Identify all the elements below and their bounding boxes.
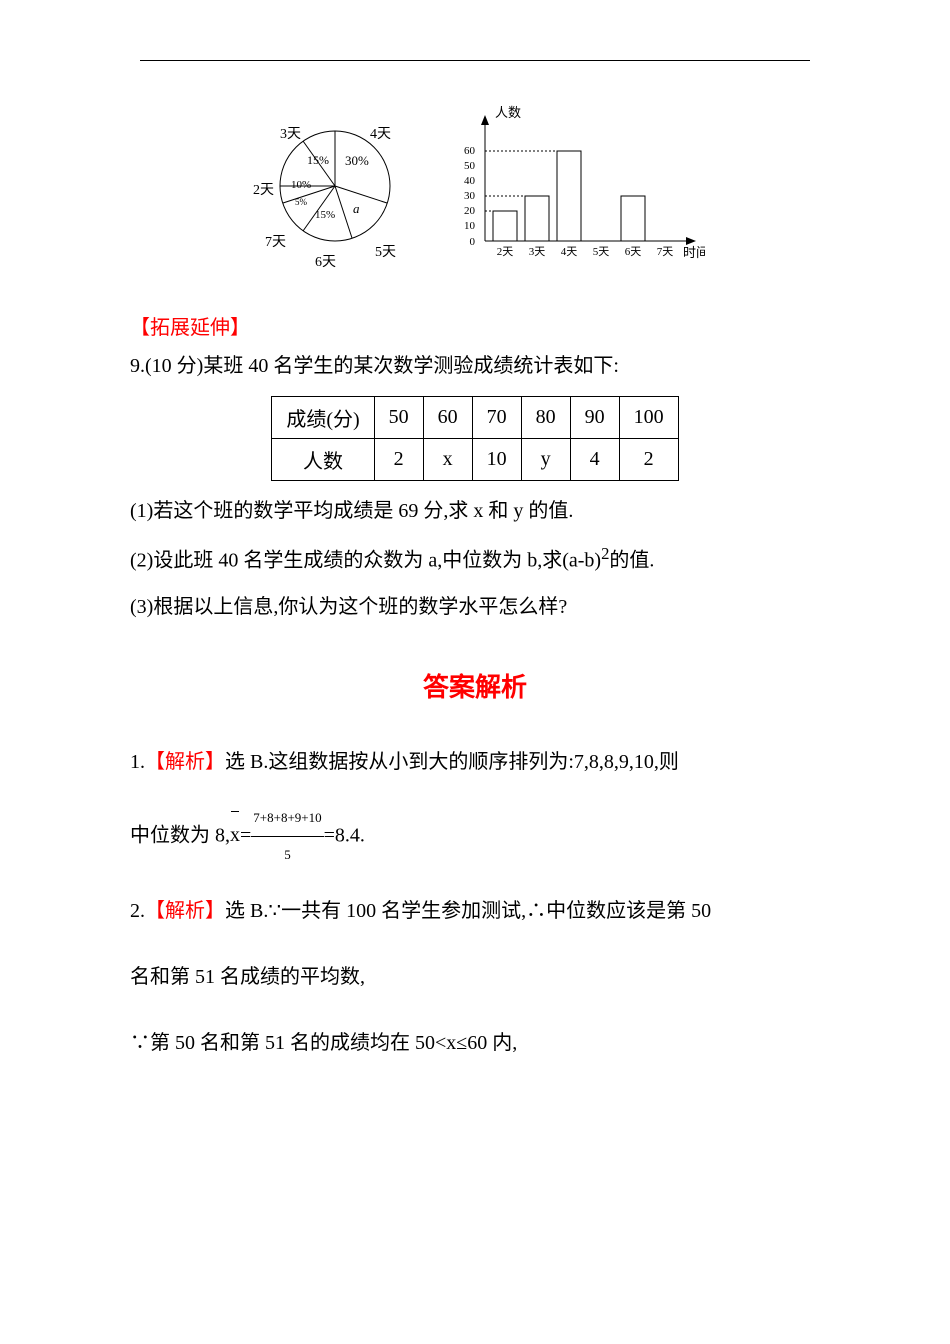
a1-text: 选 B.这组数据按从小到大的顺序排列为:7,8,8,9,10,则 — [225, 751, 679, 773]
t-r1-v4: 90 — [570, 397, 619, 439]
answers-title: 答案解析 — [130, 667, 820, 704]
a2-text: 选 B.∵一共有 100 名学生参加测试,∴中位数应该是第 50 — [225, 900, 711, 922]
svg-text:2天: 2天 — [497, 246, 514, 258]
pie-pct-5: 5% — [295, 197, 307, 207]
pie-pct-15-6: 15% — [315, 209, 335, 221]
t-r1-label: 成绩(分) — [272, 397, 374, 439]
pie-outer-6: 6天 — [315, 251, 336, 271]
q9-table: 成绩(分) 50 60 70 80 90 100 人数 2 x 10 y 4 2 — [271, 396, 678, 481]
extension-heading: 【拓展延伸】 — [130, 311, 820, 340]
t-r2-v0: 2 — [374, 439, 423, 481]
pie-outer-3: 3天 — [280, 123, 301, 143]
svg-text:7天: 7天 — [657, 246, 674, 258]
t-r2-v2: 10 — [472, 439, 521, 481]
svg-text:40: 40 — [464, 175, 476, 187]
pie-outer-5: 5天 — [375, 241, 396, 261]
t-r2-v5: 2 — [619, 439, 678, 481]
svg-text:30: 30 — [464, 190, 476, 202]
q9-1: (1)若这个班的数学平均成绩是 69 分,求 x 和 y 的值. — [130, 491, 820, 531]
y-axis-label: 人数 — [495, 105, 521, 120]
a1-prefix: 1. — [130, 751, 145, 773]
t-r1-v2: 70 — [472, 397, 521, 439]
a1-eq: = — [240, 824, 251, 846]
a2-line3: ∵第 50 名和第 51 名的成绩均在 50<x≤60 内, — [130, 1015, 820, 1071]
t-r1-v1: 60 — [423, 397, 472, 439]
svg-text:50: 50 — [464, 160, 476, 172]
t-r1-v5: 100 — [619, 397, 678, 439]
top-border — [140, 60, 810, 61]
t-r1-v3: 80 — [521, 397, 570, 439]
x-axis-label: 时间 — [683, 245, 705, 260]
pie-pct-30: 30% — [345, 153, 369, 169]
a1-l2a: 中位数为 8, — [130, 824, 230, 846]
t-r2-v3: y — [521, 439, 570, 481]
q9-2a: (2)设此班 40 名学生成绩的众数为 a,中位数为 b,求(a-b) — [130, 550, 601, 572]
a2-line1: 2.【解析】选 B.∵一共有 100 名学生参加测试,∴中位数应该是第 50 — [130, 883, 820, 939]
svg-text:5天: 5天 — [593, 246, 610, 258]
t-r2-v4: 4 — [570, 439, 619, 481]
a1-line2: 中位数为 8,x=7+8+8+9+105=8.4. — [130, 800, 820, 874]
q9-2: (2)设此班 40 名学生成绩的众数为 a,中位数为 b,求(a-b)2的值. — [130, 537, 820, 581]
pie-outer-4: 4天 — [370, 123, 391, 143]
figures-row: 4天 5天 6天 7天 2天 3天 30% a 15% 5% 10% 15% 0 — [130, 101, 820, 281]
pie-chart: 4天 5天 6天 7天 2天 3天 30% a 15% 5% 10% 15% — [245, 101, 425, 281]
svg-text:4天: 4天 — [561, 246, 578, 258]
q9-3: (3)根据以上信息,你认为这个班的数学水平怎么样? — [130, 587, 820, 627]
t-r1-v0: 50 — [374, 397, 423, 439]
a2-prefix: 2. — [130, 900, 145, 922]
a1-tag: 【解析】 — [145, 751, 225, 773]
pie-pct-a: a — [353, 201, 360, 217]
svg-text:0: 0 — [470, 236, 476, 248]
a2-tag: 【解析】 — [145, 900, 225, 922]
t-r2-v1: x — [423, 439, 472, 481]
a2-line2: 名和第 51 名成绩的平均数, — [130, 949, 820, 1005]
a1-l2b: =8.4. — [324, 824, 365, 846]
svg-text:3天: 3天 — [529, 246, 546, 258]
svg-text:6天: 6天 — [625, 246, 642, 258]
svg-text:10: 10 — [464, 220, 476, 232]
pie-outer-2: 2天 — [253, 179, 274, 199]
pie-pct-15-3: 15% — [307, 153, 329, 168]
svg-text:20: 20 — [464, 205, 476, 217]
pie-pct-10: 10% — [291, 179, 311, 191]
svg-text:60: 60 — [464, 145, 476, 157]
t-r2-label: 人数 — [272, 439, 374, 481]
q9-2b: 的值. — [609, 550, 654, 572]
q9-intro: 9.(10 分)某班 40 名学生的某次数学测验成绩统计表如下: — [130, 346, 820, 386]
bar-chart: 0 10 20 30 40 50 60 2天 3天 4天 5 — [445, 101, 705, 271]
a1-fraction: 7+8+8+9+105 — [251, 800, 323, 874]
a1-line1: 1.【解析】选 B.这组数据按从小到大的顺序排列为:7,8,8,9,10,则 — [130, 734, 820, 790]
xbar-icon: x — [230, 807, 240, 863]
pie-outer-7: 7天 — [265, 231, 286, 251]
